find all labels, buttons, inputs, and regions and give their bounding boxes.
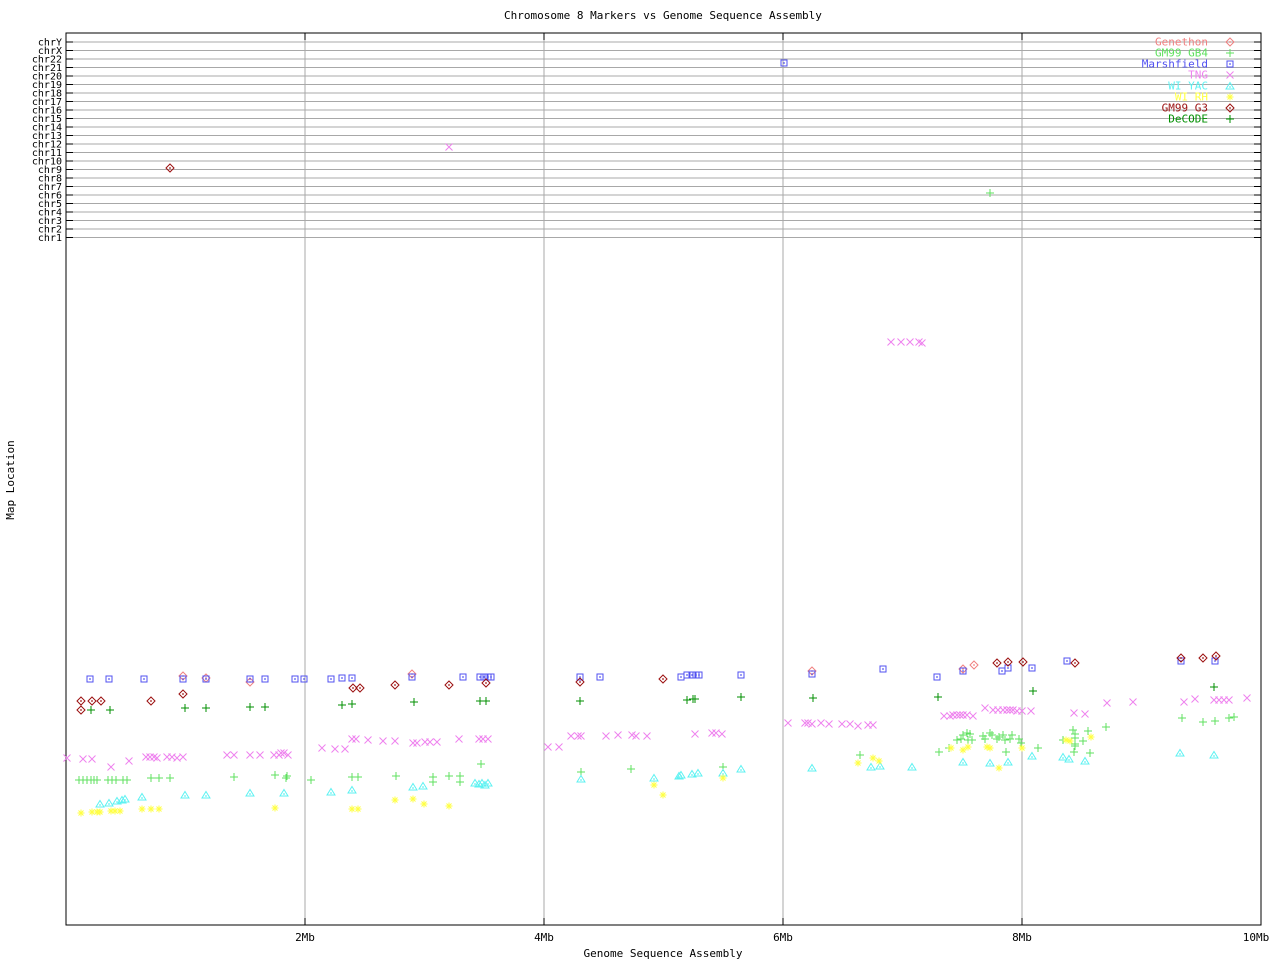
series-wi-rh [77,733,1095,817]
row-label-chr13: chr13 [32,131,62,142]
row-label-chr6: chr6 [38,191,62,202]
legend-label-marshfield: Marshfield [1142,58,1208,71]
legend-item-genethon: Genethon [1155,36,1235,49]
row-label-chr9: chr9 [38,165,62,176]
row-label-chr16: chr16 [32,106,62,117]
row-label-chr11: chr11 [32,148,62,159]
series-gm99-gb4 [75,189,1238,786]
row-label-chr21: chr21 [32,63,62,74]
row-label-chr1: chr1 [38,233,62,244]
row-label-chr2: chr2 [38,225,62,236]
x-tick-label: 8Mb [1012,931,1032,944]
row-label-chr3: chr3 [38,216,62,227]
series-decode [87,683,1218,714]
row-label-chr18: chr18 [32,89,62,100]
legend-item-decode: DeCODE [1168,113,1234,126]
row-label-chr15: chr15 [32,114,62,125]
frame-layer [65,32,1262,926]
row-label-chr10: chr10 [32,157,62,168]
row-label-chr19: chr19 [32,80,62,91]
row-labels-layer: chrYchrXchr22chr21chr20chr19chr18chr17ch… [32,38,62,245]
series-layer [63,59,1251,817]
x-axis-label: Genome Sequence Assembly [584,947,743,960]
legend-item-tng: TNG [1188,69,1234,82]
series-wi-yac [95,748,1219,808]
xtick-labels-layer: 2Mb 4Mb 6Mb 8Mb 10Mb [295,931,1269,944]
legend-label-decode: DeCODE [1168,113,1208,126]
y-axis-label: Map Location [4,440,17,519]
series-marshfield [86,59,1219,683]
row-label-chr14: chr14 [32,123,62,134]
row-label-chr7: chr7 [38,182,62,193]
row-label-chr20: chr20 [32,72,62,83]
row-label-chr8: chr8 [38,174,62,185]
legend-label-wi-rh: WI RH [1175,91,1208,104]
series-tng [63,143,1251,771]
legend-label-tng: TNG [1188,69,1208,82]
legend-label-genethon: Genethon [1155,36,1208,49]
legend-label-wi-yac: WI YAC [1168,80,1208,93]
x-tick-label: 6Mb [773,931,793,944]
legend-item-marshfield: Marshfield [1142,58,1234,71]
x-tick-label: 2Mb [295,931,315,944]
legend-label-gm99-gb4: GM99 GB4 [1155,47,1208,60]
legend-item-gm99-g3: GM99 G3 [1162,102,1235,115]
grid-layer [66,33,1261,925]
row-label-chrY: chrY [38,38,62,49]
row-label-chr17: chr17 [32,97,62,108]
row-label-chr4: chr4 [38,208,62,219]
series-gm99-g3 [76,163,1221,715]
legend-item-wi-rh: WI RH [1175,91,1234,104]
plot-frame [65,32,1262,926]
legend-label-gm99-g3: GM99 G3 [1162,102,1208,115]
row-label-chr5: chr5 [38,199,62,210]
chart-title: Chromosome 8 Markers vs Genome Sequence … [504,9,822,22]
x-tick-label: 10Mb [1243,931,1270,944]
legend-item-wi-yac: WI YAC [1168,80,1235,93]
x-tick-label: 4Mb [534,931,554,944]
legend-item-gm99-gb4: GM99 GB4 [1155,47,1234,60]
row-label-chr22: chr22 [32,55,62,66]
row-label-chrX: chrX [38,46,62,57]
row-label-chr12: chr12 [32,140,62,151]
